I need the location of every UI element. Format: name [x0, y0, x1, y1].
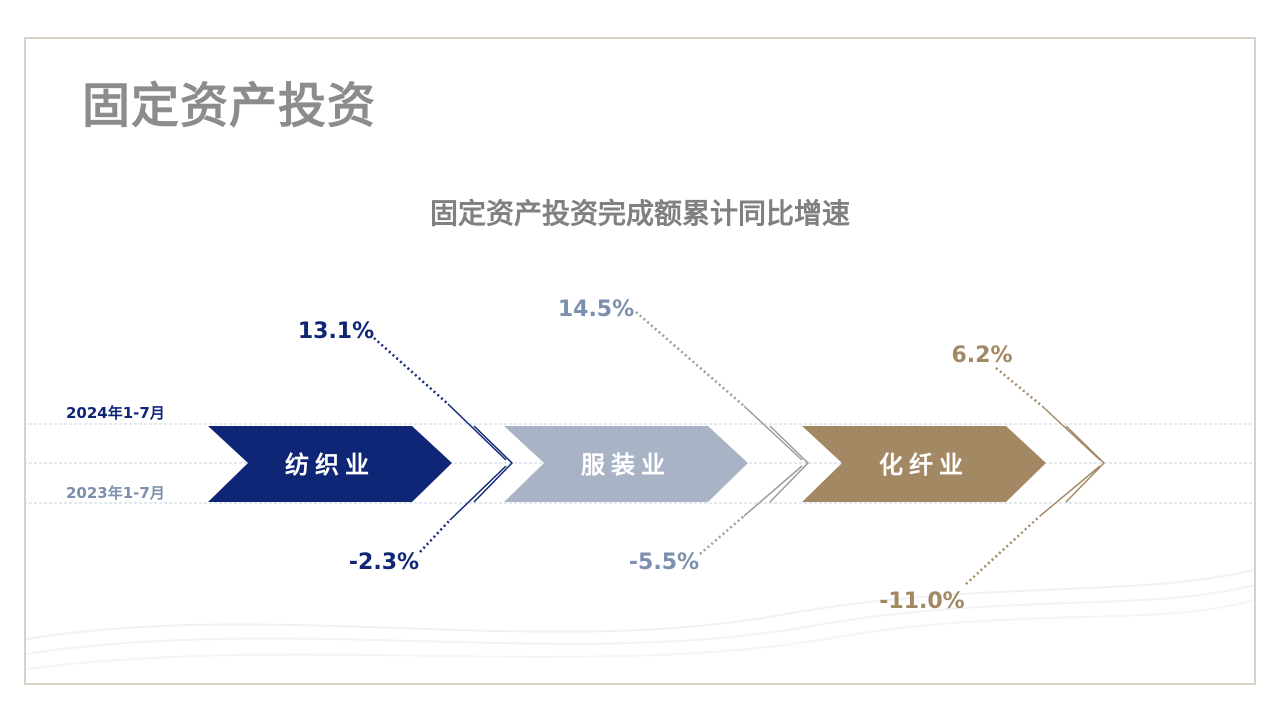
connector-apparel-bottom-solid	[743, 465, 803, 517]
chevron-apparel	[769, 425, 810, 503]
category-apparel: 服装业	[581, 451, 671, 479]
category-chemical-fiber: 化纤业	[879, 451, 969, 479]
connector-apparel-bottom	[699, 515, 745, 555]
legend-2023: 2023年1-7月	[66, 484, 165, 502]
value-textile-2024: 13.1%	[298, 319, 374, 344]
connector-chemical-fiber-top-solid	[1041, 405, 1101, 461]
value-textile-2023: -2.3%	[349, 550, 419, 575]
category-textile: 纺织业	[285, 451, 375, 479]
connector-chemical-fiber-top	[995, 367, 1043, 407]
arrow-apparel	[504, 426, 748, 502]
chart-title: 固定资产投资完成额累计同比增速	[429, 197, 850, 230]
chevron-textile	[473, 425, 514, 503]
value-apparel-2024: 14.5%	[558, 297, 634, 322]
legend-2024: 2024年1-7月	[66, 404, 165, 422]
arrow-textile	[208, 426, 452, 502]
value-apparel-2023: -5.5%	[629, 550, 699, 575]
connector-textile-bottom	[419, 519, 451, 553]
connector-apparel-top-solid	[743, 405, 803, 461]
connector-apparel-top	[635, 311, 745, 407]
connector-chemical-fiber-bottom	[965, 515, 1041, 585]
slide-frame	[24, 37, 1256, 685]
value-chemical-fiber-2024: 6.2%	[951, 343, 1012, 368]
chevron-chemical-fiber	[1065, 425, 1106, 503]
decorative-wave	[26, 568, 1254, 670]
arrow-chemical-fiber	[802, 426, 1046, 502]
slide-title: 固定资产投资	[82, 78, 377, 134]
connector-textile-top-solid	[447, 403, 507, 461]
connector-textile-top	[373, 337, 449, 405]
connector-chemical-fiber-bottom-solid	[1039, 465, 1101, 517]
value-chemical-fiber-2023: -11.0%	[879, 589, 964, 614]
connector-textile-bottom-solid	[449, 465, 507, 521]
